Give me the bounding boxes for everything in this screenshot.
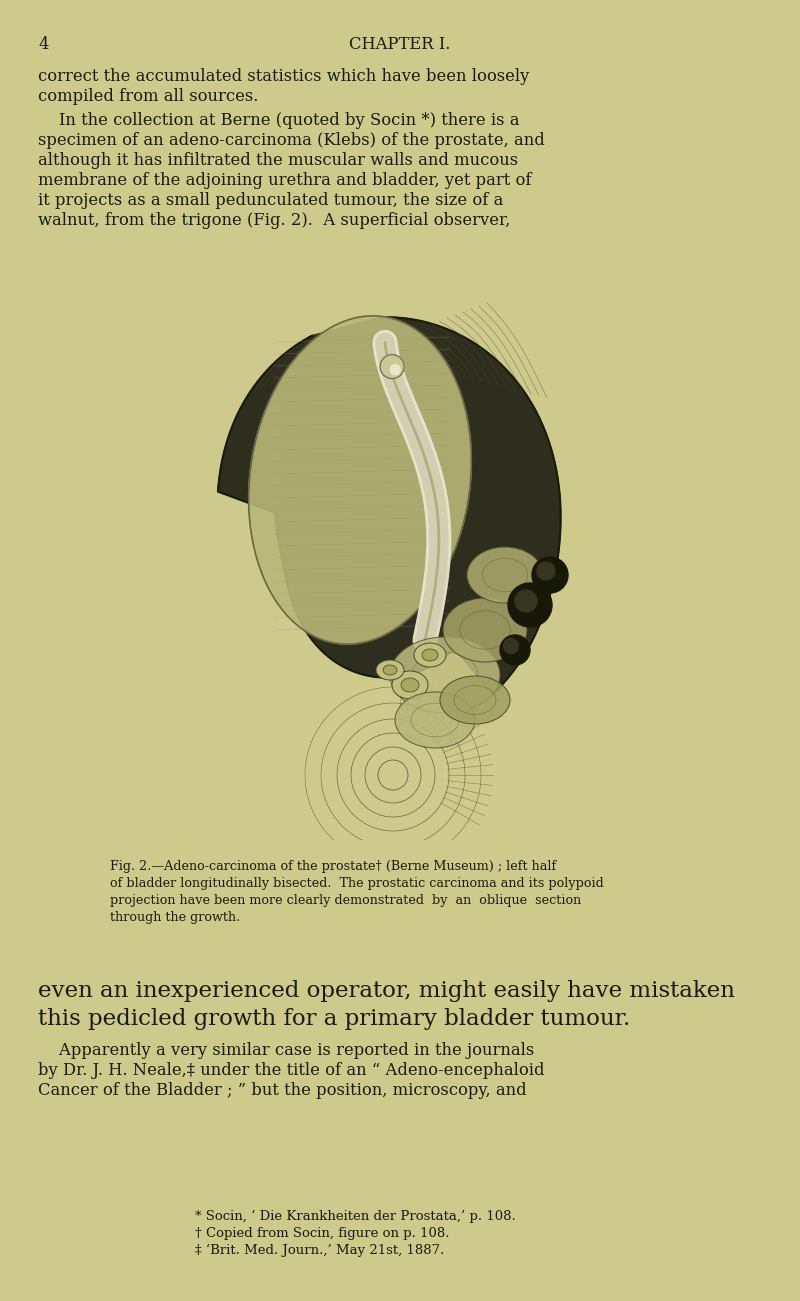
Text: † Copied from Socin, figure on p. 108.: † Copied from Socin, figure on p. 108. [195,1227,450,1240]
Ellipse shape [440,677,510,723]
Circle shape [503,639,518,653]
Ellipse shape [395,692,475,748]
Ellipse shape [401,678,419,692]
Polygon shape [249,316,471,644]
Text: In the collection at Berne (quoted by Socin *) there is a: In the collection at Berne (quoted by So… [38,112,519,129]
Text: Fig. 2.—Adeno-carcinoma of the prostate† (Berne Museum) ; left half: Fig. 2.—Adeno-carcinoma of the prostate†… [110,860,556,873]
Circle shape [508,583,552,627]
Circle shape [515,589,537,611]
Circle shape [500,635,530,665]
Text: membrane of the adjoining urethra and bladder, yet part of: membrane of the adjoining urethra and bl… [38,172,531,189]
Text: compiled from all sources.: compiled from all sources. [38,88,258,105]
Ellipse shape [467,546,543,602]
Text: even an inexperienced operator, might easily have mistaken: even an inexperienced operator, might ea… [38,980,735,1002]
Text: correct the accumulated statistics which have been loosely: correct the accumulated statistics which… [38,68,530,85]
Text: this pedicled growth for a primary bladder tumour.: this pedicled growth for a primary bladd… [38,1008,630,1030]
Ellipse shape [392,671,428,699]
Text: specimen of an adeno-carcinoma (Klebs) of the prostate, and: specimen of an adeno-carcinoma (Klebs) o… [38,131,545,150]
Text: of bladder longitudinally bisected.  The prostatic carcinoma and its polypoid: of bladder longitudinally bisected. The … [110,877,604,890]
Text: * Socin, ‘ Die Krankheiten der Prostata,’ p. 108.: * Socin, ‘ Die Krankheiten der Prostata,… [195,1210,516,1223]
Circle shape [380,355,404,379]
Text: CHAPTER I.: CHAPTER I. [350,36,450,53]
Text: walnut, from the trigone (Fig. 2).  A superficial observer,: walnut, from the trigone (Fig. 2). A sup… [38,212,510,229]
Ellipse shape [422,649,438,661]
Ellipse shape [390,637,500,713]
Circle shape [390,364,400,375]
Text: by Dr. J. H. Neale,‡ under the title of an “ Adeno-encephaloid: by Dr. J. H. Neale,‡ under the title of … [38,1062,545,1079]
Ellipse shape [414,643,446,667]
Text: ‡ ‘Brit. Med. Journ.,’ May 21st, 1887.: ‡ ‘Brit. Med. Journ.,’ May 21st, 1887. [195,1244,444,1257]
Text: Apparently a very similar case is reported in the journals: Apparently a very similar case is report… [38,1042,534,1059]
Text: 4: 4 [38,36,49,53]
Text: it projects as a small pedunculated tumour, the size of a: it projects as a small pedunculated tumo… [38,193,503,209]
Polygon shape [218,317,561,695]
Circle shape [532,557,568,593]
Text: through the growth.: through the growth. [110,911,240,924]
Ellipse shape [443,598,527,662]
Text: Cancer of the Bladder ; ” but the position, microscopy, and: Cancer of the Bladder ; ” but the positi… [38,1082,526,1099]
Text: projection have been more clearly demonstrated  by  an  oblique  section: projection have been more clearly demons… [110,894,582,907]
Ellipse shape [383,665,397,675]
Circle shape [537,562,555,580]
Text: although it has infiltrated the muscular walls and mucous: although it has infiltrated the muscular… [38,152,518,169]
Ellipse shape [376,660,404,680]
